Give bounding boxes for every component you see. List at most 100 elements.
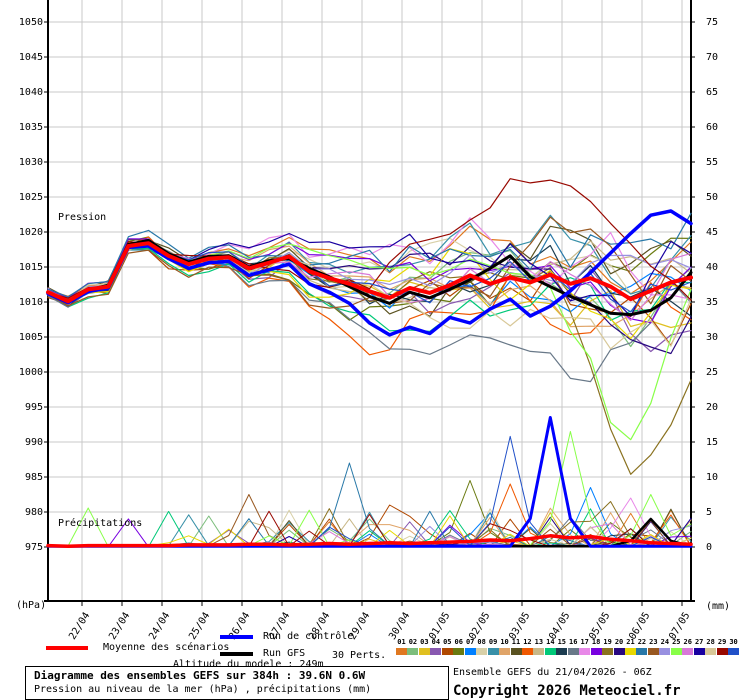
- member-number: 24: [660, 638, 670, 646]
- member-color-swatch: [487, 648, 499, 655]
- member-number: 06: [454, 638, 463, 646]
- precip-tick-55: 55: [706, 157, 719, 168]
- pressure-tick-1000: 1000: [18, 367, 43, 378]
- precip-tick-5: 5: [706, 507, 713, 518]
- member-legend-16: 16: [567, 638, 579, 655]
- member-legend-07: 07: [464, 638, 476, 655]
- member-color-swatch: [499, 648, 511, 655]
- member-number: 29: [717, 638, 727, 646]
- member-number: 14: [546, 638, 555, 646]
- member-legend-15: 15: [556, 638, 568, 655]
- member-legend-22: 22: [636, 638, 648, 655]
- copyright: Copyright 2026 Meteociel.fr: [453, 683, 681, 699]
- member-legend-17: 17: [579, 638, 591, 655]
- member-color-swatch: [636, 648, 648, 655]
- control-line-swatch: [220, 635, 253, 639]
- pressure-tick-995: 995: [24, 402, 43, 413]
- member-color-swatch: [647, 648, 659, 655]
- pressure-tick-1025: 1025: [18, 192, 43, 203]
- gfs-line-label: Run GFS: [263, 648, 306, 659]
- member-number: 10: [500, 638, 509, 646]
- diagram-title: Diagramme des ensembles GEFS sur 384h : …: [34, 669, 366, 682]
- diagram-subtitle: Pression au niveau de la mer (hPa) , pré…: [34, 684, 372, 695]
- perturbations-count-label: 30 Perts.: [332, 650, 387, 661]
- member-color-swatch: [670, 648, 682, 655]
- pressure-tick-1020: 1020: [18, 227, 43, 238]
- member-color-swatch: [625, 648, 636, 655]
- member-legend-29: 29: [716, 638, 728, 655]
- member-legend-01: 01: [396, 638, 407, 655]
- member-legend-06: 06: [453, 638, 465, 655]
- member-number: 23: [649, 638, 658, 646]
- pressure-tick-1030: 1030: [18, 157, 43, 168]
- member-legend-02: 02: [407, 638, 419, 655]
- member-number: 26: [683, 638, 692, 646]
- member-color-swatch: [453, 648, 465, 655]
- precip-tick-75: 75: [706, 17, 719, 28]
- member-legend-03: 03: [418, 638, 430, 655]
- member-number: 18: [591, 638, 601, 646]
- member-number: 05: [443, 638, 452, 646]
- precip-tick-60: 60: [706, 122, 719, 133]
- member-legend-09: 09: [487, 638, 499, 655]
- diagram-title-box: Diagramme des ensembles GEFS sur 384h : …: [25, 666, 449, 700]
- member-number: 27: [694, 638, 704, 646]
- member-color-swatch: [544, 648, 556, 655]
- member-number: 28: [706, 638, 715, 646]
- pressure-tick-1010: 1010: [18, 297, 43, 308]
- member-color-swatch: [441, 648, 453, 655]
- member-number: 08: [477, 638, 486, 646]
- member-number: 02: [408, 638, 418, 646]
- member-number: 12: [523, 638, 532, 646]
- member-number: 19: [603, 638, 612, 646]
- pressure-tick-975: 975: [24, 542, 43, 553]
- pressure-tick-1035: 1035: [18, 122, 43, 133]
- member-number: 11: [511, 638, 521, 646]
- member-legend-11: 11: [510, 638, 522, 655]
- member-number: 01: [397, 638, 406, 646]
- mean-line-label: Moyenne des scénarios: [103, 642, 230, 653]
- precip-tick-10: 10: [706, 472, 719, 483]
- member-legend-25: 25: [670, 638, 682, 655]
- member-color-swatch: [396, 648, 407, 655]
- member-legend-23: 23: [647, 638, 659, 655]
- member-number: 03: [420, 638, 429, 646]
- member-legend-18: 18: [590, 638, 602, 655]
- member-number: 07: [465, 638, 475, 646]
- precip-tick-20: 20: [706, 402, 719, 413]
- member-legend-14: 14: [544, 638, 556, 655]
- member-color-swatch: [590, 648, 602, 655]
- member-legend-19: 19: [602, 638, 614, 655]
- run-info: Ensemble GEFS du 21/04/2026 - 06Z: [453, 667, 652, 678]
- member-color-swatch: [464, 648, 476, 655]
- precip-section-label: Précipitations: [58, 518, 143, 529]
- pressure-tick-1040: 1040: [18, 87, 43, 98]
- gfs-line-swatch: [220, 652, 253, 656]
- precip-tick-65: 65: [706, 87, 719, 98]
- member-legend-13: 13: [533, 638, 545, 655]
- member-color-swatch: [602, 648, 614, 655]
- member-legend-21: 21: [625, 638, 636, 655]
- member-number: 25: [672, 638, 681, 646]
- member-number: 09: [488, 638, 498, 646]
- member-legend-05: 05: [441, 638, 453, 655]
- member-color-swatch: [418, 648, 430, 655]
- member-number: 16: [569, 638, 578, 646]
- member-color-swatch: [476, 648, 488, 655]
- member-color-swatch: [728, 648, 740, 655]
- precip-tick-25: 25: [706, 367, 719, 378]
- precip-tick-45: 45: [706, 227, 719, 238]
- member-legend-24: 24: [659, 638, 671, 655]
- member-number: 15: [557, 638, 567, 646]
- pressure-tick-1015: 1015: [18, 262, 43, 273]
- member-number: 17: [580, 638, 589, 646]
- member-color-swatch: [682, 648, 694, 655]
- member-color-swatch: [693, 648, 705, 655]
- member-color-swatch: [510, 648, 522, 655]
- model-altitude-label: Altitude du modele : 249m: [173, 659, 324, 670]
- precip-tick-30: 30: [706, 332, 719, 343]
- member-color-swatch: [533, 648, 545, 655]
- member-color-swatch: [567, 648, 579, 655]
